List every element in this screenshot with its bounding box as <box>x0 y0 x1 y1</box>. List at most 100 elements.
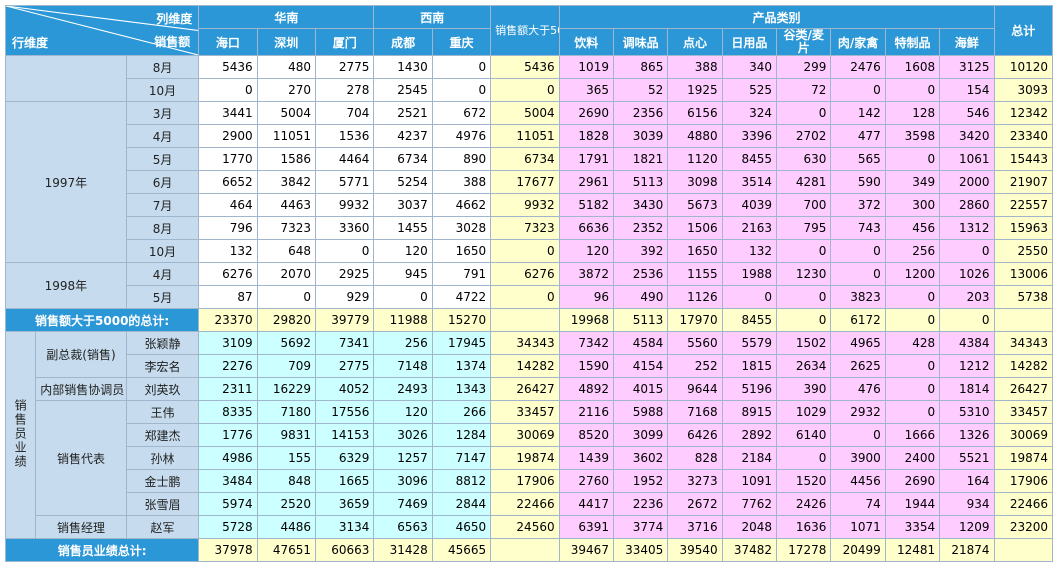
product-value-cell: 8520 <box>558 423 614 447</box>
person-name: 张雪眉 <box>125 492 200 516</box>
product-value-cell: 5579 <box>721 331 778 355</box>
product-value-cell: 4384 <box>939 331 995 355</box>
city-value-cell: 256 <box>373 331 433 355</box>
table-row: 销售代表 王伟 8335 7180 17556 120 266 33457 2116 5988 71… <box>6 400 1053 516</box>
over5000-value-cell: 6734 <box>490 147 560 171</box>
product-value-cell: 8915 <box>721 400 778 424</box>
city-value-cell: 1665 <box>314 469 375 493</box>
city-value-cell: 2311 <box>198 377 258 401</box>
city-value-cell: 7147 <box>431 446 492 470</box>
city-value-cell: 120 <box>373 400 433 424</box>
city-value-cell: 7341 <box>314 331 375 355</box>
city-header: 重庆 <box>431 28 492 56</box>
month-label: 7月 <box>125 193 200 217</box>
row-total-cell: 5738 <box>993 285 1053 309</box>
row-total-cell: 15963 <box>993 216 1053 240</box>
product-value-cell: 865 <box>612 55 669 79</box>
city-value-cell: 2925 <box>314 262 375 286</box>
row-total-cell: 19874 <box>993 446 1053 470</box>
over5000-value-cell: 17906 <box>490 469 560 493</box>
city-value-cell: 1776 <box>198 423 258 447</box>
pivot-table: 列维度 销售额 行维度 华南 西南 销售额大于5000的总计 产品类别 总计 海… <box>4 5 1053 562</box>
city-value-cell: 11051 <box>256 124 317 148</box>
product-header: 饮料 <box>558 28 614 56</box>
city-value-cell: 2775 <box>314 354 375 378</box>
city-value-cell: 9932 <box>314 193 375 217</box>
product-value-cell: 164 <box>939 469 995 493</box>
product-value-cell: 0 <box>830 239 886 263</box>
product-value-cell: 6426 <box>667 423 723 447</box>
product-value-cell: 252 <box>667 354 723 378</box>
person-name: 孙林 <box>125 446 200 470</box>
city-value-cell: 5728 <box>198 515 258 539</box>
month-label: 8月 <box>125 216 200 240</box>
product-value-cell: 2356 <box>612 101 669 125</box>
product-value-cell: 349 <box>884 170 941 194</box>
product-value-cell: 0 <box>884 377 941 401</box>
city-value-cell: 4722 <box>431 285 492 309</box>
person-name: 李宏名 <box>125 354 200 378</box>
product-value-cell: 4965 <box>830 331 886 355</box>
city-header: 海口 <box>198 28 258 56</box>
city-value-cell: 2844 <box>431 492 492 516</box>
product-value-cell: 3774 <box>612 515 669 539</box>
table-row: 郑建杰 1776 9831 14153 3026 1284 30069 8520 3099 642… <box>6 423 1053 447</box>
product-value-cell: 2352 <box>612 216 669 240</box>
city-value-cell: 0 <box>373 285 433 309</box>
product-value-cell: 154 <box>939 78 995 102</box>
city-value-cell: 0 <box>256 285 317 309</box>
city-value-cell: 6563 <box>373 515 433 539</box>
product-header: 日用品 <box>721 28 778 56</box>
product-value-cell: 1814 <box>939 377 995 401</box>
role-label: 销售经理 <box>35 515 127 539</box>
over5000-value-cell: 0 <box>490 239 560 263</box>
over5000-value-cell: 14282 <box>490 354 560 378</box>
product-total-cell: 39467 <box>558 538 614 562</box>
over5000-value-cell: 5004 <box>490 101 560 125</box>
product-value-cell: 2426 <box>776 492 832 516</box>
city-value-cell: 2900 <box>198 124 258 148</box>
city-total-cell: 60663 <box>314 538 375 562</box>
city-total-cell: 11988 <box>373 308 433 332</box>
product-total-cell: 21874 <box>939 538 995 562</box>
product-value-cell: 2892 <box>721 423 778 447</box>
product-value-cell: 1326 <box>939 423 995 447</box>
person-name: 王伟 <box>125 400 200 424</box>
product-total-cell: 17278 <box>776 538 832 562</box>
city-value-cell: 3026 <box>373 423 433 447</box>
staff-group-label: 销售员业绩 <box>4 331 37 539</box>
product-value-cell: 1439 <box>558 446 614 470</box>
city-value-cell: 1536 <box>314 124 375 148</box>
row-total-cell: 34343 <box>993 331 1053 355</box>
product-value-cell: 1071 <box>830 515 886 539</box>
over5000-value-cell <box>490 308 560 332</box>
product-value-cell: 392 <box>612 239 669 263</box>
product-value-cell: 2760 <box>558 469 614 493</box>
city-value-cell: 796 <box>198 216 258 240</box>
product-value-cell: 3125 <box>939 55 995 79</box>
product-value-cell: 1925 <box>667 78 723 102</box>
city-total-cell: 39779 <box>314 308 375 332</box>
product-value-cell: 1791 <box>558 147 614 171</box>
product-value-cell: 5196 <box>721 377 778 401</box>
city-total-cell: 23370 <box>198 308 258 332</box>
corner-diagonal-lines <box>6 6 198 55</box>
city-value-cell: 4986 <box>198 446 258 470</box>
city-value-cell: 278 <box>314 78 375 102</box>
city-value-cell: 2520 <box>256 492 317 516</box>
product-value-cell: 934 <box>939 492 995 516</box>
product-header: 肉/家禽 <box>830 28 886 56</box>
city-value-cell: 945 <box>373 262 433 286</box>
product-value-cell: 3872 <box>558 262 614 286</box>
month-label: 4月 <box>125 124 200 148</box>
product-value-cell: 324 <box>721 101 778 125</box>
row-total-cell: 21907 <box>993 170 1053 194</box>
city-value-cell: 2493 <box>373 377 433 401</box>
region-header-southwest: 西南 <box>373 5 492 29</box>
person-name: 赵军 <box>125 515 200 539</box>
over5000-value-cell: 24560 <box>490 515 560 539</box>
row-total-cell: 22466 <box>993 492 1053 516</box>
product-value-cell: 476 <box>830 377 886 401</box>
product-value-cell: 5560 <box>667 331 723 355</box>
product-value-cell: 0 <box>830 262 886 286</box>
